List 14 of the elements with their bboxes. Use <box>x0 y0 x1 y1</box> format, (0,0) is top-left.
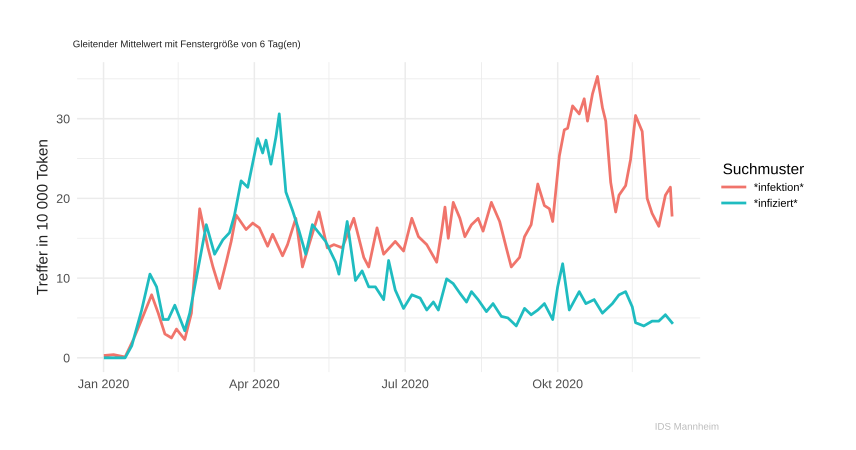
chart-title: Gleitender Mittelwert mit Fenstergröße von 6 Tag(en) <box>73 40 300 50</box>
x-tick-label: Okt 2020 <box>532 379 583 388</box>
y-tick-label: 20 <box>56 194 70 204</box>
legend-label: *infektion* <box>754 182 804 192</box>
y-axis-title: Treffer in 10 000 Token <box>36 140 48 295</box>
y-tick-label: 10 <box>57 274 70 283</box>
x-tick-label: Jul 2020 <box>382 379 428 388</box>
text: IDS Mannheim <box>656 422 718 430</box>
y-tick-label: 30 <box>56 114 70 124</box>
legend-label: *infiziert* <box>754 198 798 207</box>
y-tick-label: 0 <box>64 354 70 362</box>
x-tick-label: Apr 2020 <box>229 379 280 391</box>
legend-title: Suchmuster <box>723 163 804 174</box>
x-tick-label: Jan 2020 <box>78 379 129 388</box>
